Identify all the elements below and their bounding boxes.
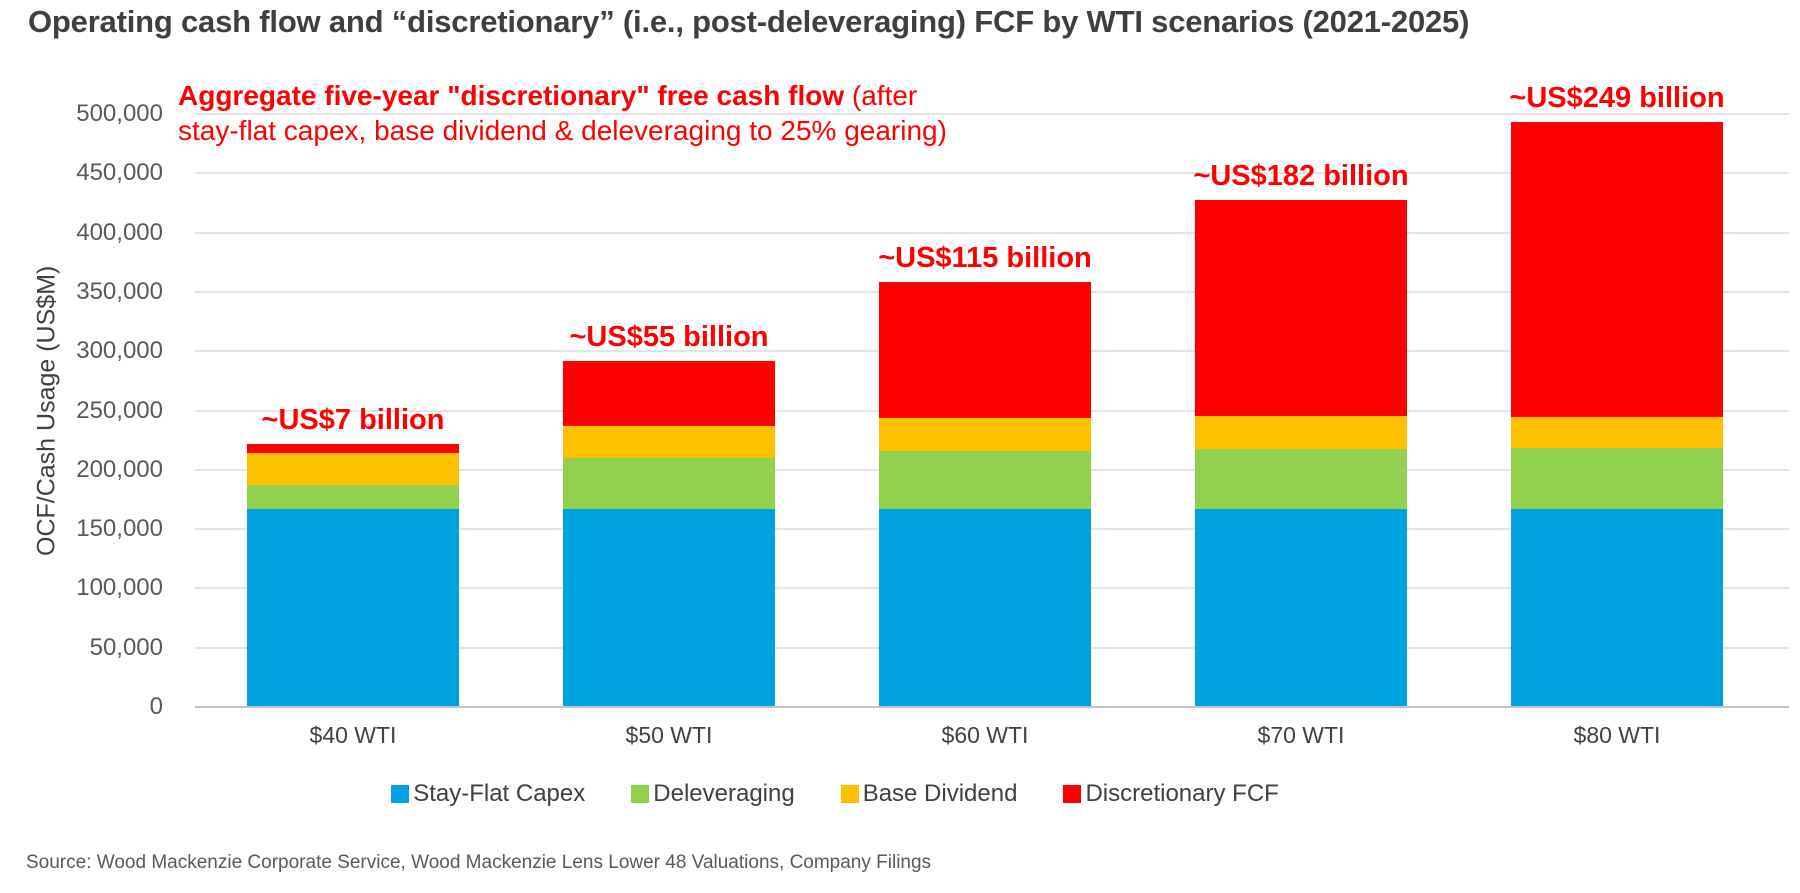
bar-segment-deleveraging — [879, 450, 1091, 509]
bar-segment-stay-flat-capex — [879, 508, 1091, 707]
bar-total-label: ~US$249 billion — [1509, 81, 1725, 114]
legend-swatch-icon — [840, 785, 859, 803]
bar-segment-stay-flat-capex — [247, 508, 459, 707]
annotation-line-1: Aggregate five-year "discretionary" free… — [178, 78, 998, 113]
y-tick-label: 250,000 — [76, 396, 163, 424]
bar-segment-discretionary-fcf — [879, 281, 1091, 419]
legend-label: Base Dividend — [862, 780, 1018, 807]
legend-item: Stay-Flat Capex — [391, 780, 585, 808]
bar-segment-discretionary-fcf — [1511, 121, 1723, 418]
bar-segment-discretionary-fcf — [1195, 200, 1407, 416]
chart-title: Operating cash flow and “discretionary” … — [28, 4, 1470, 39]
bar-total-label: ~US$115 billion — [878, 241, 1092, 274]
gridline — [195, 172, 1789, 175]
bar-segment-discretionary-fcf — [563, 360, 775, 426]
y-tick-label: 450,000 — [76, 159, 163, 187]
legend-item: Discretionary FCF — [1063, 780, 1279, 808]
legend-swatch-icon — [391, 785, 410, 803]
y-tick-label: 500,000 — [76, 100, 163, 127]
bar-segment-base-dividend — [247, 452, 459, 486]
x-axis-label: $60 WTI — [941, 722, 1029, 748]
y-tick-label: 350,000 — [76, 277, 163, 305]
y-tick-label: 200,000 — [76, 455, 163, 483]
bar-segment-deleveraging — [1195, 449, 1407, 509]
legend-label: Deleveraging — [653, 780, 795, 807]
bar-segment-deleveraging — [247, 485, 459, 509]
y-tick-label: 50,000 — [89, 633, 163, 661]
legend-item: Deleveraging — [631, 780, 795, 808]
x-axis-label: $40 WTI — [309, 722, 397, 748]
bar-segment-stay-flat-capex — [1195, 508, 1407, 707]
plot-area: ~US$7 billion ~US$55 billion ~US$115 billi… — [195, 82, 1789, 708]
annotation-bold-text: Aggregate five-year "discretionary" free… — [178, 80, 845, 111]
x-axis-line — [195, 706, 1789, 708]
y-tick-label: 100,000 — [76, 574, 163, 602]
legend-item: Base Dividend — [840, 780, 1018, 808]
bar-segment-base-dividend — [1195, 415, 1407, 450]
bar-segment-base-dividend — [563, 425, 775, 458]
legend-swatch-icon — [631, 785, 650, 803]
gridline — [195, 231, 1789, 234]
gridline — [195, 113, 1789, 115]
y-tick-label: 400,000 — [76, 218, 163, 246]
x-axis-label: $80 WTI — [1573, 722, 1661, 748]
discretionary-fcf-annotation: Aggregate five-year "discretionary" free… — [178, 78, 998, 148]
legend-label: Stay-Flat Capex — [413, 780, 586, 807]
legend-label: Discretionary FCF — [1085, 780, 1279, 807]
bar-total-label: ~US$55 billion — [569, 320, 769, 353]
y-tick-label: 300,000 — [76, 337, 163, 365]
bar-segment-discretionary-fcf — [247, 443, 459, 453]
bar-segment-deleveraging — [1511, 448, 1723, 509]
bar-segment-stay-flat-capex — [1511, 508, 1723, 707]
bar-segment-base-dividend — [1511, 417, 1723, 449]
bar-total-label: ~US$7 billion — [261, 403, 445, 436]
bar-segment-deleveraging — [563, 457, 775, 509]
x-axis-label: $50 WTI — [625, 722, 713, 748]
source-note: Source: Wood Mackenzie Corporate Service… — [26, 852, 932, 873]
bar-total-label: ~US$182 billion — [1193, 160, 1409, 192]
y-tick-label: 150,000 — [76, 515, 163, 543]
bar-segment-base-dividend — [879, 418, 1091, 451]
annotation-line-2: stay-flat capex, base dividend & delever… — [178, 115, 947, 146]
annotation-regular-suffix: (after — [844, 80, 918, 111]
bar-segment-stay-flat-capex — [563, 508, 775, 707]
y-tick-label: 0 — [149, 693, 163, 720]
legend: Stay-Flat Capex Deleveraging Base Dividend… — [195, 780, 1475, 808]
x-axis-label: $70 WTI — [1257, 722, 1345, 748]
legend-swatch-icon — [1063, 785, 1082, 803]
